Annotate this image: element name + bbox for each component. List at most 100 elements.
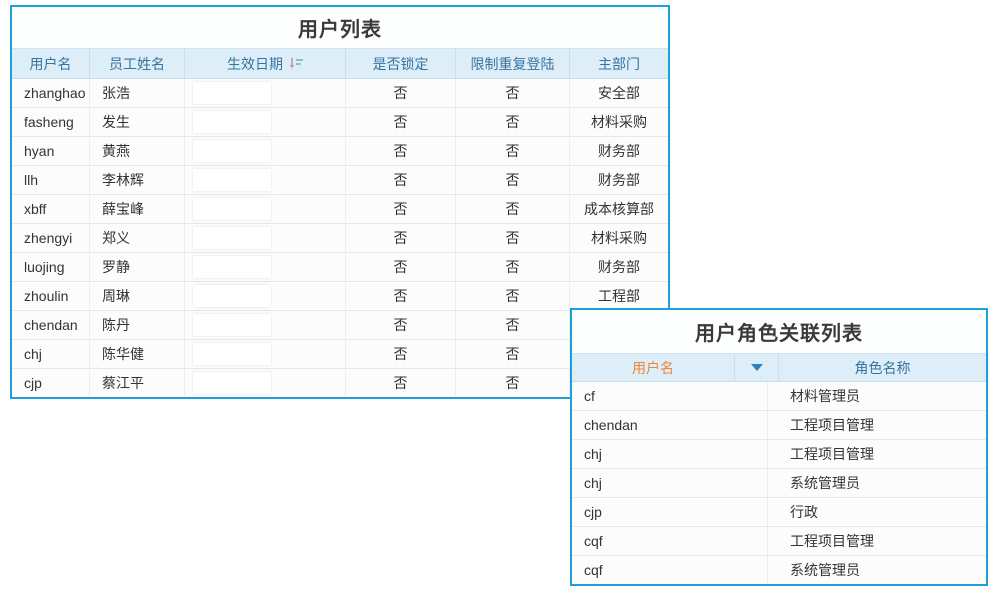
effective-date-input[interactable] xyxy=(193,256,271,278)
locked-cell: 否 xyxy=(346,224,456,252)
locked-cell: 否 xyxy=(346,369,456,397)
restrict-login-cell: 否 xyxy=(456,137,570,165)
user-row[interactable]: cjp 蔡江平 否 否 xyxy=(12,369,668,397)
column-header-employee-name[interactable]: 员工姓名 xyxy=(90,49,185,78)
effective-date-cell xyxy=(185,137,346,165)
username-cell: zhengyi xyxy=(12,224,90,252)
effective-date-input[interactable] xyxy=(193,140,271,162)
role-name-cell: 工程项目管理 xyxy=(790,417,874,433)
user-row[interactable]: fasheng 发生 否 否 材料采购 xyxy=(12,108,668,137)
effective-date-input[interactable] xyxy=(193,372,271,394)
department-cell: 材料采购 xyxy=(591,230,647,246)
effective-date-input[interactable] xyxy=(193,111,271,133)
username-cell: cqf xyxy=(572,527,768,555)
effective-date-input[interactable] xyxy=(193,314,271,336)
effective-date-input[interactable] xyxy=(193,227,271,249)
locked-cell: 否 xyxy=(346,195,456,223)
column-header-locked[interactable]: 是否锁定 xyxy=(346,49,456,78)
column-header-role-name[interactable]: 角色名称 xyxy=(854,359,911,376)
department-cell: 财务部 xyxy=(598,172,640,188)
username-cell: cjp xyxy=(572,498,768,526)
user-row[interactable]: zhanghao 张浩 否 否 安全部 xyxy=(12,79,668,108)
effective-date-cell xyxy=(185,282,346,310)
user-row[interactable]: zhoulin 周琳 否 否 工程部 xyxy=(12,282,668,311)
role-name-cell: 工程项目管理 xyxy=(790,446,874,462)
employee-name-cell: 薛宝峰 xyxy=(90,195,185,223)
user-row[interactable]: llh 李林辉 否 否 财务部 xyxy=(12,166,668,195)
effective-date-cell xyxy=(185,108,346,136)
user-role-row[interactable]: chendan 工程项目管理 xyxy=(572,411,986,440)
username-filter-cell[interactable] xyxy=(735,354,779,381)
username-cell: chj xyxy=(12,340,90,368)
role-name-cell: 系统管理员 xyxy=(790,475,860,491)
effective-date-cell xyxy=(185,253,346,281)
user-role-header-row: 用户名 角色名称 xyxy=(572,353,986,382)
user-role-row[interactable]: chj 工程项目管理 xyxy=(572,440,986,469)
employee-name-cell: 罗静 xyxy=(90,253,185,281)
user-role-row[interactable]: cf 材料管理员 xyxy=(572,382,986,411)
restrict-login-cell: 否 xyxy=(456,340,570,368)
username-cell: cqf xyxy=(572,556,768,584)
username-cell: xbff xyxy=(12,195,90,223)
effective-date-input[interactable] xyxy=(193,343,271,365)
effective-date-input[interactable] xyxy=(193,198,271,220)
locked-cell: 否 xyxy=(346,137,456,165)
username-cell: luojing xyxy=(12,253,90,281)
username-cell: chendan xyxy=(572,411,768,439)
user-list-header-row: 用户名 员工姓名 生效日期 是否锁定 限制重复登陆 主部门 xyxy=(12,48,668,79)
department-cell: 财务部 xyxy=(598,143,640,159)
column-header-username[interactable]: 用户名 xyxy=(12,49,90,78)
restrict-login-cell: 否 xyxy=(456,166,570,194)
restrict-login-cell: 否 xyxy=(456,282,570,310)
employee-name-cell: 陈华健 xyxy=(90,340,185,368)
username-cell: llh xyxy=(12,166,90,194)
column-header-restrict-duplicate-login[interactable]: 限制重复登陆 xyxy=(456,49,570,78)
effective-date-cell xyxy=(185,369,346,397)
restrict-login-cell: 否 xyxy=(456,311,570,339)
role-name-cell: 工程项目管理 xyxy=(790,533,874,549)
effective-date-cell xyxy=(185,224,346,252)
effective-date-input[interactable] xyxy=(193,82,271,104)
effective-date-cell xyxy=(185,340,346,368)
dropdown-arrow-icon[interactable] xyxy=(750,364,763,371)
department-cell: 安全部 xyxy=(598,85,640,101)
employee-name-cell: 郑义 xyxy=(90,224,185,252)
locked-cell: 否 xyxy=(346,311,456,339)
locked-cell: 否 xyxy=(346,253,456,281)
effective-date-input[interactable] xyxy=(193,169,271,191)
user-row[interactable]: hyan 黄燕 否 否 财务部 xyxy=(12,137,668,166)
user-list-title: 用户列表 xyxy=(12,7,668,48)
effective-date-input[interactable] xyxy=(193,285,271,307)
restrict-login-cell: 否 xyxy=(456,79,570,107)
department-cell: 财务部 xyxy=(598,259,640,275)
locked-cell: 否 xyxy=(346,282,456,310)
user-role-row[interactable]: cqf 工程项目管理 xyxy=(572,527,986,556)
user-role-table: 用户角色关联列表 用户名 角色名称 cf 材料管理员 chendan 工程项目管… xyxy=(570,308,988,586)
user-role-row[interactable]: chj 系统管理员 xyxy=(572,469,986,498)
locked-cell: 否 xyxy=(346,166,456,194)
department-cell: 材料采购 xyxy=(591,114,647,130)
restrict-login-cell: 否 xyxy=(456,224,570,252)
user-role-row[interactable]: cqf 系统管理员 xyxy=(572,556,986,584)
sort-descending-icon[interactable] xyxy=(289,57,303,70)
user-row[interactable]: chendan 陈丹 否 否 xyxy=(12,311,668,340)
column-header-effective-date[interactable]: 生效日期 xyxy=(185,49,346,78)
username-cell: zhanghao xyxy=(12,79,90,107)
username-cell: chj xyxy=(572,440,768,468)
restrict-login-cell: 否 xyxy=(456,108,570,136)
column-header-username-filtered[interactable]: 用户名 xyxy=(572,354,735,381)
employee-name-cell: 黄燕 xyxy=(90,137,185,165)
user-row[interactable]: luojing 罗静 否 否 财务部 xyxy=(12,253,668,282)
user-role-row[interactable]: cjp 行政 xyxy=(572,498,986,527)
locked-cell: 否 xyxy=(346,79,456,107)
username-cell: fasheng xyxy=(12,108,90,136)
username-cell: chj xyxy=(572,469,768,497)
user-row[interactable]: chj 陈华健 否 否 xyxy=(12,340,668,369)
role-name-cell: 系统管理员 xyxy=(790,562,860,578)
column-header-main-department[interactable]: 主部门 xyxy=(598,55,640,72)
employee-name-cell: 陈丹 xyxy=(90,311,185,339)
user-row[interactable]: xbff 薛宝峰 否 否 成本核算部 xyxy=(12,195,668,224)
user-row[interactable]: zhengyi 郑义 否 否 材料采购 xyxy=(12,224,668,253)
role-name-cell: 材料管理员 xyxy=(790,388,860,404)
username-cell: chendan xyxy=(12,311,90,339)
